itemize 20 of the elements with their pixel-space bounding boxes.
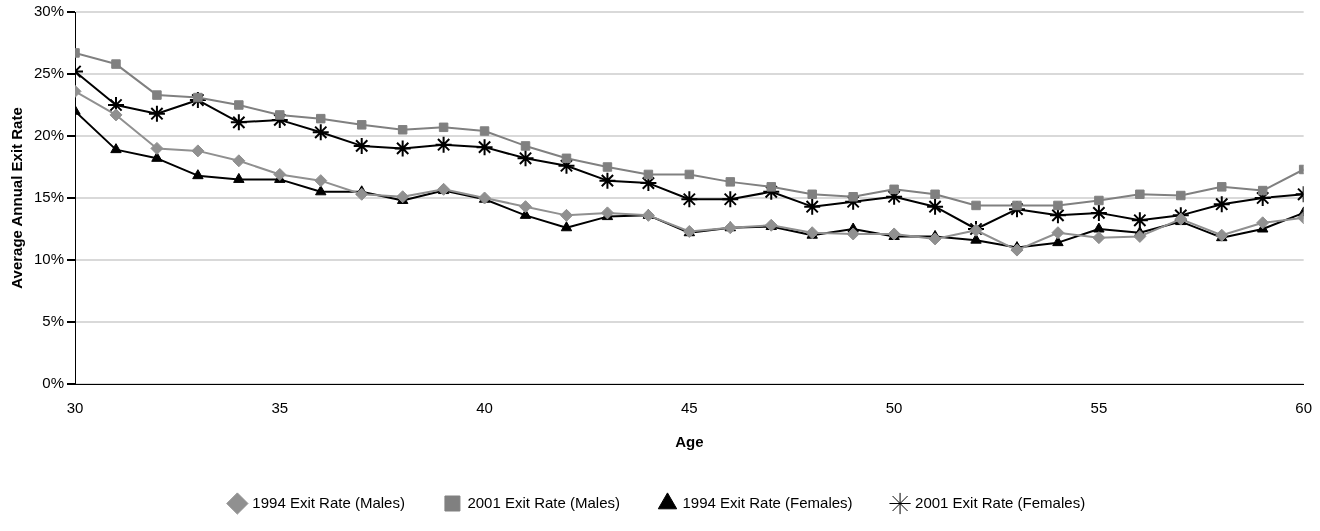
legend-label: 2001 Exit Rate (Females)	[915, 493, 1086, 511]
y-tick-label: 20%	[33, 126, 65, 144]
y-tick-label: 30%	[33, 2, 65, 20]
x-tick-label: 40	[476, 399, 493, 417]
x-tick-label: 50	[885, 399, 903, 417]
legend-label: 2001 Exit Rate (Males)	[467, 493, 621, 511]
x-tick-label: 45	[681, 399, 698, 417]
x-tick-label: 55	[1090, 399, 1108, 417]
y-tick-label: 5%	[42, 312, 65, 330]
x-tick-label: 30	[66, 399, 84, 417]
y-tick-label: 0%	[42, 374, 65, 392]
x-axis-title: Age	[675, 433, 704, 451]
y-tick-label: 25%	[33, 64, 65, 82]
x-tick-label: 60	[1295, 399, 1312, 417]
x-tick-label: 35	[271, 399, 289, 417]
y-tick-label: 10%	[33, 250, 65, 268]
legend-label: 1994 Exit Rate (Males)	[252, 493, 405, 511]
legend-label: 1994 Exit Rate (Females)	[682, 493, 853, 511]
y-tick-label: 15%	[33, 188, 65, 206]
y-axis-title: Average Annual Exit Rate	[8, 107, 26, 289]
